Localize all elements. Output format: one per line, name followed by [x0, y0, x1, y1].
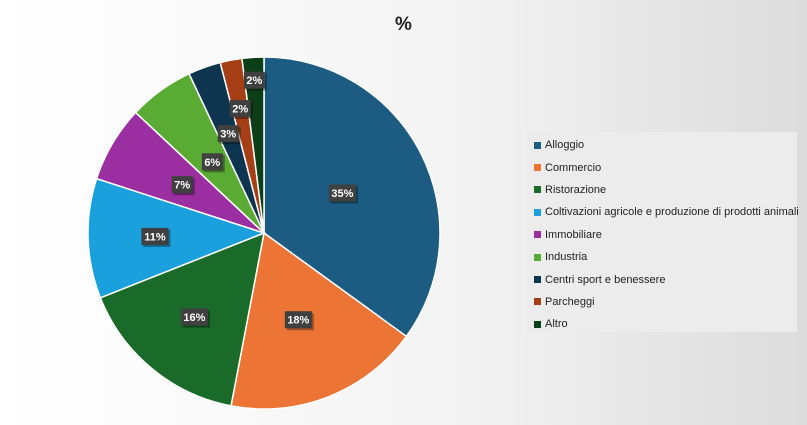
pie-slice-commercio	[230, 231, 408, 410]
data-label-box	[284, 311, 312, 329]
data-label-text: 3%	[220, 129, 236, 141]
data-label-box	[217, 125, 239, 143]
data-label-text: 2%	[246, 75, 262, 87]
data-label-text: 7%	[174, 180, 190, 192]
legend-item-altro: Altro	[534, 313, 797, 335]
data-label-text: 35%	[331, 188, 353, 200]
data-label-text: 18%	[287, 315, 309, 327]
data-label-box	[229, 100, 251, 118]
data-label-altro: 2%	[243, 71, 267, 91]
data-label-parcheggi: 2%	[229, 100, 253, 120]
data-label-coltivazioni-agricole-e-produzione-di-prodotti-animali: 11%	[141, 227, 171, 247]
legend-swatch	[534, 208, 541, 216]
data-label-commercio: 18%	[284, 311, 314, 331]
data-label-box	[201, 153, 223, 171]
data-label-alloggio: 35%	[328, 184, 358, 204]
legend-item-parcheggi: Parcheggi	[534, 291, 797, 313]
data-label-box	[141, 227, 169, 245]
legend-swatch	[534, 320, 541, 328]
legend-swatch	[534, 186, 541, 194]
data-label-text: 6%	[204, 157, 220, 169]
legend-label: Industria	[545, 251, 588, 264]
legend: Alloggio Commercio Ristorazione Coltivazion…	[527, 132, 799, 335]
pie-slice-coltivazioni-agricole-e-produzione-di-prodotti-animali	[87, 177, 267, 299]
legend-swatch	[534, 276, 541, 284]
data-label-ristorazione: 16%	[180, 308, 210, 328]
legend-item-industria: Industria	[534, 246, 797, 268]
legend-item-ristorazione: Ristorazione	[534, 179, 797, 201]
legend-swatch	[534, 253, 541, 261]
data-label-text: 16%	[183, 312, 205, 324]
legend-label: Immobiliare	[545, 228, 602, 241]
legend-swatch	[534, 298, 541, 306]
data-label-box	[243, 71, 265, 89]
legend-item-coltivazioni-agricole-e-produzione-di-prodotti-animali: Coltivazioni agricole e produzione di pr…	[534, 201, 799, 223]
legend-label: Alloggio	[545, 139, 585, 152]
legend-label: Ristorazione	[545, 183, 607, 196]
data-label-centri-sport-e-benessere: 3%	[217, 125, 241, 145]
legend-label: Altro	[545, 318, 568, 331]
data-label-text: 11%	[144, 231, 166, 243]
legend-label: Centri sport e benessere	[545, 273, 666, 286]
legend-swatch	[534, 231, 541, 239]
legend-swatch	[534, 164, 541, 172]
legend-swatch	[534, 141, 541, 149]
chart-title: %	[395, 14, 412, 35]
data-label-box	[171, 176, 193, 194]
data-label-text: 2%	[232, 104, 248, 116]
legend-item-commercio: Commercio	[534, 156, 797, 178]
data-label-immobiliare: 7%	[171, 176, 195, 196]
legend-label: Coltivazioni agricole e produzione di pr…	[545, 206, 799, 219]
legend-label: Parcheggi	[545, 295, 595, 308]
legend-label: Commercio	[545, 161, 602, 174]
legend-item-alloggio: Alloggio	[534, 134, 797, 156]
legend-item-immobiliare: Immobiliare	[534, 224, 797, 246]
data-label-box	[328, 184, 356, 202]
legend-item-centri-sport-e-benessere: Centri sport e benessere	[534, 268, 797, 290]
data-label-box	[180, 308, 208, 326]
data-label-industria: 6%	[201, 153, 225, 173]
